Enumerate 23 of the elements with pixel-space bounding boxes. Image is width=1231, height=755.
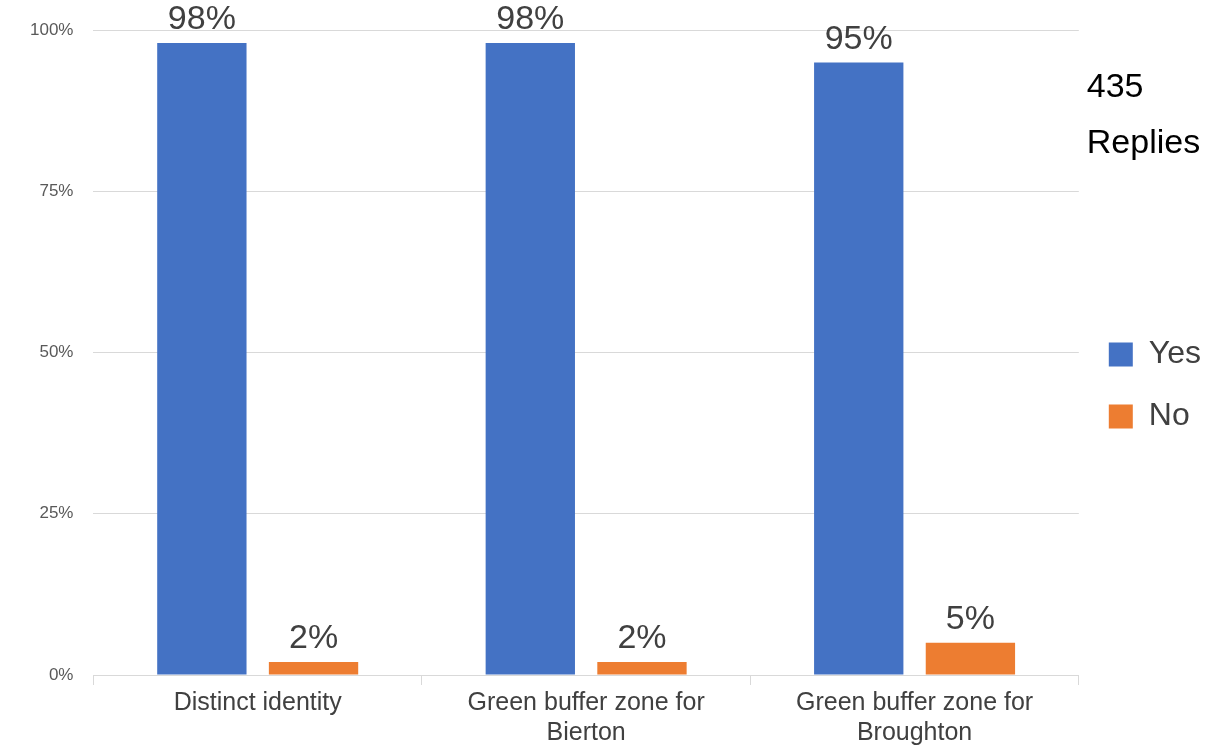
- y-tick-label: 50%: [39, 342, 74, 362]
- data-label: 98%: [496, 0, 565, 37]
- bar: [925, 642, 1016, 675]
- bar: [157, 43, 247, 675]
- legend-label: No: [1148, 396, 1190, 433]
- legend-label: Yes: [1148, 334, 1201, 371]
- bar: [814, 62, 904, 675]
- data-label: 95%: [824, 17, 893, 56]
- x-tick-label: Distinct identity: [173, 686, 343, 715]
- data-label: 2%: [288, 617, 339, 656]
- bar: [268, 662, 359, 675]
- data-label: 98%: [167, 0, 236, 37]
- data-label: 2%: [617, 617, 667, 656]
- y-tick-label: 25%: [39, 503, 74, 523]
- y-tick-label: 100%: [30, 19, 74, 39]
- x-tick-label: Green buffer zone for Broughton: [795, 686, 1034, 745]
- bar: [485, 43, 575, 675]
- data-label: 5%: [945, 598, 995, 637]
- x-tick-label: Green buffer zone for Bierton: [467, 686, 705, 745]
- y-tick-label: 75%: [39, 181, 74, 201]
- text: 435 Replies: [1086, 65, 1201, 160]
- bar: [597, 662, 687, 675]
- y-tick-label: 0%: [48, 664, 74, 684]
